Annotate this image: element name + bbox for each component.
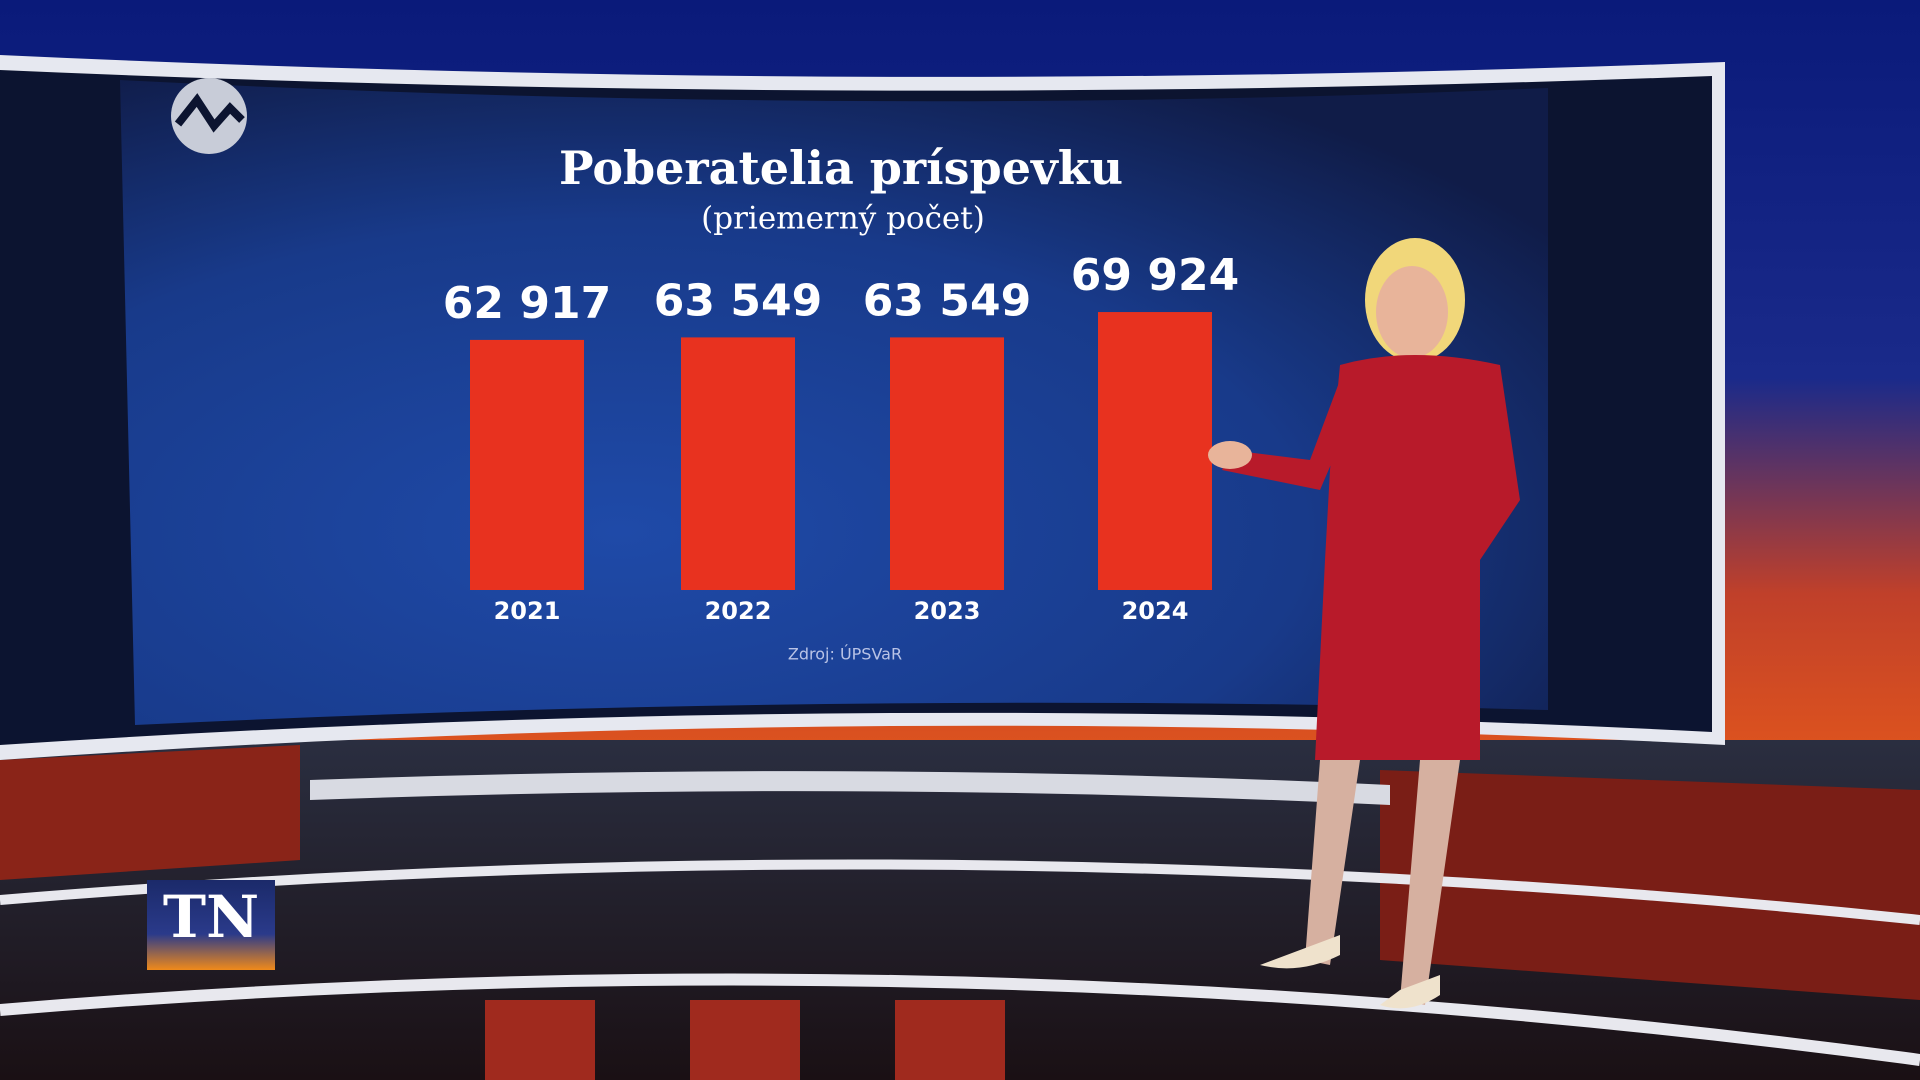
presenter-face: [1376, 266, 1448, 358]
floor-stripe: [895, 1000, 1005, 1080]
bar: [1098, 312, 1212, 590]
presenter-arm: [1222, 380, 1350, 490]
bar: [470, 339, 584, 590]
floor-panel: [0, 745, 300, 880]
floor-stripe: [485, 1000, 595, 1080]
bar: [681, 337, 795, 590]
tn-logo: TN: [163, 883, 259, 951]
presenter-hand: [1208, 441, 1252, 469]
value-label: 69 924: [1071, 250, 1239, 301]
value-label: 62 917: [443, 278, 611, 329]
floor-ring: [0, 859, 1920, 925]
floor-ring: [0, 973, 1920, 1066]
presenter-shoes: [1260, 935, 1440, 1009]
channel-icon-mark: [174, 93, 245, 133]
value-label: 63 549: [654, 275, 822, 326]
chart-title: Poberatelia príspevku: [559, 141, 1123, 195]
presenter-legs: [1305, 760, 1460, 1005]
floor-stripe: [690, 1000, 800, 1080]
x-tick-label: 2022: [705, 597, 772, 625]
x-tick-label: 2021: [494, 597, 561, 625]
tn-logo-box: [147, 880, 275, 970]
plot-area: 62 917 2021 63 549 2022 63 549 2023 69 924 2024: [443, 250, 1239, 625]
x-tick-label: 2024: [1122, 597, 1189, 625]
desk-edge: [310, 771, 1390, 805]
bar: [890, 337, 1004, 590]
x-tick-label: 2023: [914, 597, 981, 625]
chart-source: Zdroj: ÚPSVaR: [788, 645, 902, 664]
presenter: [1208, 238, 1520, 1009]
floor-panel: [1380, 770, 1920, 1000]
presenter-dress: [1315, 355, 1520, 760]
chart-subtitle: (priemerný počet): [701, 201, 985, 237]
value-label: 63 549: [863, 275, 1031, 326]
